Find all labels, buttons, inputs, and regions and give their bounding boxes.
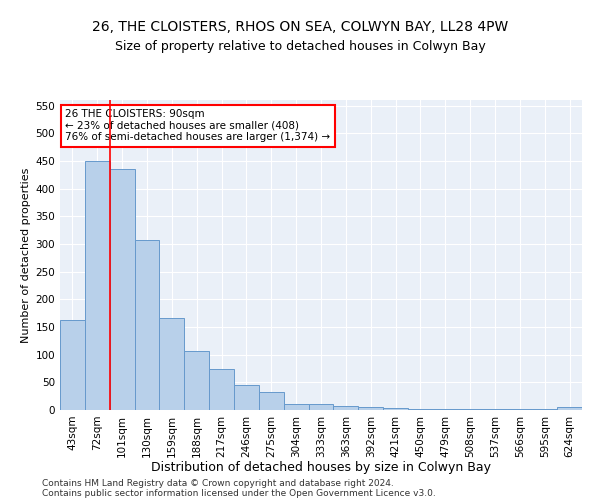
Bar xyxy=(557,407,582,410)
Bar xyxy=(308,404,334,410)
Bar xyxy=(334,406,358,410)
Bar xyxy=(110,169,134,410)
Bar xyxy=(458,409,482,410)
Bar xyxy=(383,408,408,410)
Bar xyxy=(259,392,284,410)
Bar xyxy=(209,369,234,410)
Bar xyxy=(60,320,85,410)
Bar xyxy=(433,409,458,410)
Bar xyxy=(134,240,160,410)
Text: 26, THE CLOISTERS, RHOS ON SEA, COLWYN BAY, LL28 4PW: 26, THE CLOISTERS, RHOS ON SEA, COLWYN B… xyxy=(92,20,508,34)
Bar xyxy=(284,404,308,410)
Y-axis label: Number of detached properties: Number of detached properties xyxy=(21,168,31,342)
Text: Size of property relative to detached houses in Colwyn Bay: Size of property relative to detached ho… xyxy=(115,40,485,53)
Text: Contains public sector information licensed under the Open Government Licence v3: Contains public sector information licen… xyxy=(42,488,436,498)
Bar xyxy=(358,407,383,410)
Bar xyxy=(234,385,259,410)
Bar xyxy=(85,161,110,410)
Bar xyxy=(408,409,433,410)
Bar xyxy=(160,318,184,410)
Text: Contains HM Land Registry data © Crown copyright and database right 2024.: Contains HM Land Registry data © Crown c… xyxy=(42,478,394,488)
X-axis label: Distribution of detached houses by size in Colwyn Bay: Distribution of detached houses by size … xyxy=(151,461,491,474)
Bar xyxy=(184,352,209,410)
Text: 26 THE CLOISTERS: 90sqm
← 23% of detached houses are smaller (408)
76% of semi-d: 26 THE CLOISTERS: 90sqm ← 23% of detache… xyxy=(65,110,331,142)
